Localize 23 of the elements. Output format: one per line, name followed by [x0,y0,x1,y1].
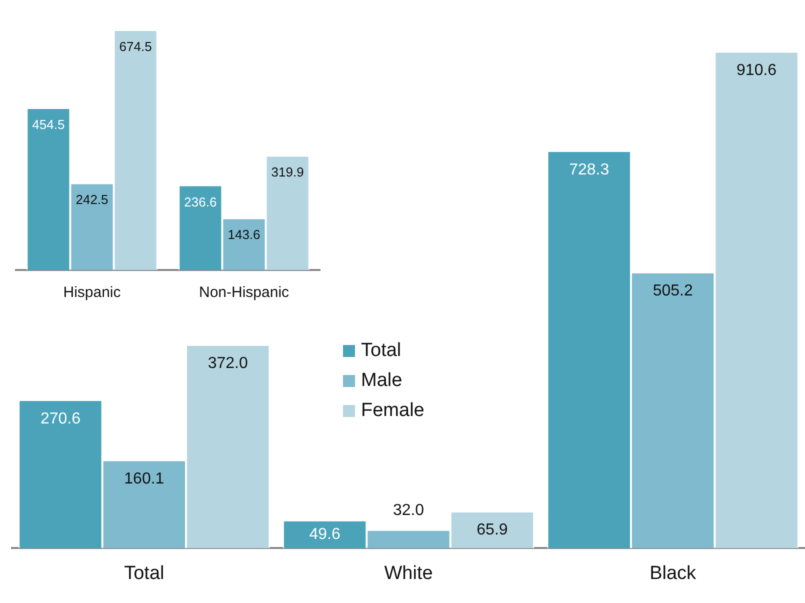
data-label: 242.5 [76,192,108,208]
legend-label: Female [361,400,424,422]
x-tick-label: Hispanic [63,284,122,302]
x-tick-label: Non-Hispanic [198,284,290,302]
data-label: 270.6 [40,410,81,428]
data-label: 143.6 [228,227,260,242]
data-label: 674.5 [119,39,152,54]
legend-label: Male [361,370,402,392]
data-label: 728.3 [569,161,610,178]
x-tick-label: White [384,562,433,584]
data-label: 505.2 [652,282,693,300]
x-tick-label: Black [650,562,697,584]
data-label: 236.6 [184,194,217,210]
data-label: 32.0 [392,502,424,520]
data-label: 372.0 [208,355,248,372]
data-label: 49.6 [309,526,340,544]
data-label: 454.5 [32,117,65,132]
data-label: 910.6 [736,62,777,80]
data-label: 65.9 [476,522,508,539]
legend-label: Total [361,340,402,362]
data-label: 319.9 [271,164,304,180]
x-tick-label: Total [124,562,164,584]
data-label: 160.1 [124,470,164,488]
